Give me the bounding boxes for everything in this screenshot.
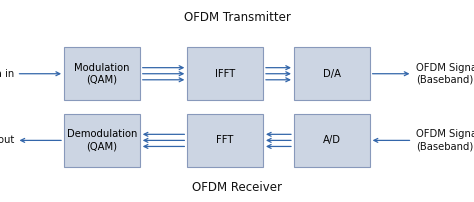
- Text: D/A: D/A: [323, 69, 341, 79]
- Bar: [64, 47, 140, 100]
- Text: Demodulation
(QAM): Demodulation (QAM): [67, 129, 137, 152]
- Text: IFFT: IFFT: [215, 69, 235, 79]
- Text: OFDM Signal
(Baseband): OFDM Signal (Baseband): [416, 129, 474, 152]
- Bar: [294, 114, 370, 167]
- Text: Data out: Data out: [0, 135, 14, 145]
- Text: A/D: A/D: [323, 135, 341, 145]
- Bar: [294, 47, 370, 100]
- Text: OFDM Receiver: OFDM Receiver: [192, 181, 282, 194]
- Text: FFT: FFT: [217, 135, 234, 145]
- Text: Data in: Data in: [0, 69, 14, 79]
- Bar: [64, 114, 140, 167]
- Text: OFDM Signal
(Baseband): OFDM Signal (Baseband): [416, 63, 474, 85]
- Text: OFDM Transmitter: OFDM Transmitter: [183, 11, 291, 24]
- Bar: [187, 47, 263, 100]
- Bar: [187, 114, 263, 167]
- Text: Modulation
(QAM): Modulation (QAM): [74, 63, 130, 85]
